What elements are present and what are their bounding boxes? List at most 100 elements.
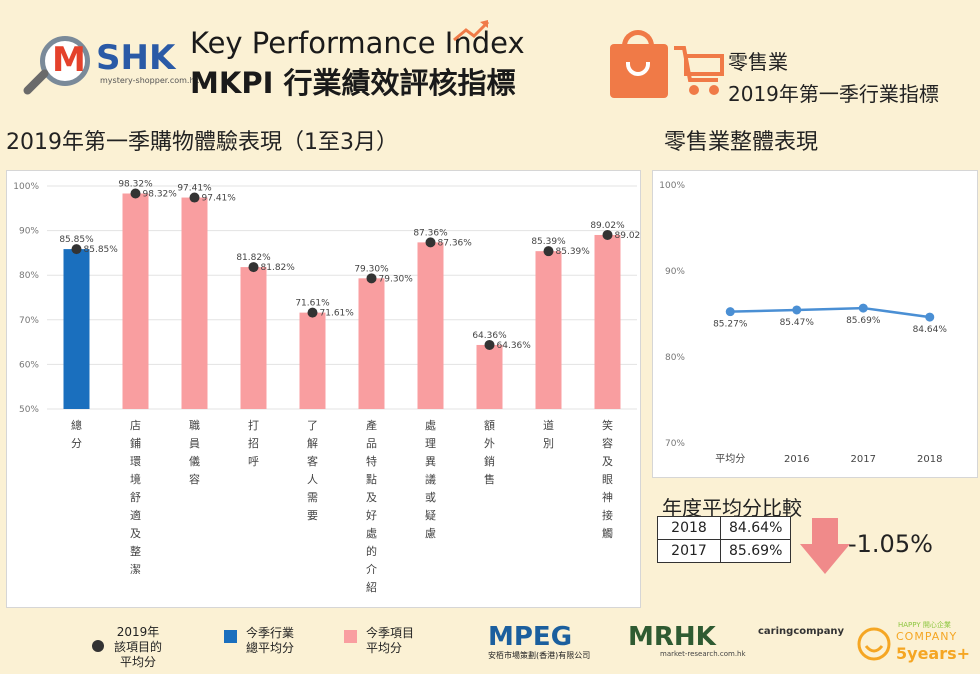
bar-value-label: 89.02% (590, 221, 625, 231)
comparison-table: 2018 84.64% 2017 85.69% (657, 516, 792, 563)
category-label-char: 要 (307, 509, 318, 522)
bar-value-label: 98.32% (118, 179, 153, 189)
category-label-char: 紹 (366, 581, 377, 594)
category-label-char: 儀 (189, 454, 200, 468)
category-label-char: 及 (602, 455, 613, 468)
change-value: -1.05% (848, 530, 933, 558)
trend-arrow-icon (453, 20, 490, 42)
dot-value-label: 87.36% (438, 238, 473, 248)
logo-brand: SHK (96, 38, 176, 78)
title-zh: MKPI 行業績效評核指標 (190, 66, 516, 100)
point-value-label: 85.69% (846, 316, 881, 326)
category-label-char: 售 (484, 472, 495, 486)
caring-company-logo: caringcompany (758, 626, 845, 637)
dot-value-label: 85.39% (556, 247, 591, 257)
bar (122, 193, 149, 409)
category-label-char: 店 (130, 418, 141, 432)
point-value-label: 84.64% (913, 325, 948, 335)
category-label-char: 境 (130, 472, 141, 486)
average-dot (543, 246, 554, 257)
bar-chart-panel: 50% 60% 70% 80% 90% 100% 85.85% 85.85% 總分 98.32% 9… (6, 170, 649, 608)
happy-years: 5years+ (896, 644, 971, 663)
down-arrow-head-icon (800, 544, 850, 574)
dot-value-label: 71.61% (320, 309, 355, 319)
x-tick-label: 2017 (851, 454, 876, 465)
average-dot (248, 262, 259, 273)
y-tick-label: 90% (19, 227, 39, 237)
category-label-char: 別 (543, 437, 554, 450)
line-chart: 70% 80% 90% 100% 85.27% 平均分 85.47% 2016 85.69% 20… (659, 181, 948, 465)
dot-value-label: 79.30% (379, 274, 414, 284)
year-cell: 2018 (657, 516, 721, 540)
happy-top: HAPPY 開心企業 (898, 621, 951, 629)
table-row: 2018 84.64% (657, 516, 792, 540)
year-cell: 2017 (657, 539, 721, 563)
value-cell: 84.64% (719, 516, 792, 540)
category-label-char: 點 (366, 473, 377, 486)
line-point (792, 305, 802, 315)
line-point (858, 303, 868, 313)
category-label-char: 異 (425, 455, 436, 468)
y-tick-label: 100% (659, 181, 685, 191)
category-label-char: 環 (130, 455, 141, 468)
series-line (730, 306, 930, 319)
category-label-char: 議 (425, 472, 436, 486)
legend-overall-swatch (224, 630, 237, 643)
dot-value-label: 89.02% (615, 231, 641, 241)
bar (358, 278, 385, 409)
x-tick-label: 2016 (784, 454, 809, 465)
category-label-char: 呼 (248, 455, 259, 468)
category-label-char: 好 (366, 508, 377, 522)
category-label-char: 理 (425, 437, 436, 450)
category-label-char: 額 (484, 419, 495, 432)
bar (594, 234, 621, 409)
category-label-char: 招 (248, 436, 259, 450)
bar-value-label: 87.36% (413, 228, 448, 238)
value-cell: 85.69% (719, 539, 792, 563)
bar (417, 242, 444, 409)
category-label-char: 鋪 (130, 436, 141, 450)
bar-value-label: 81.82% (236, 253, 271, 263)
bar (63, 249, 90, 409)
mpeg-logo: MPEG (488, 622, 573, 652)
category-label-char: 職 (189, 419, 200, 432)
mrhk-subtitle: market-research.com.hk (660, 650, 746, 658)
y-tick-label: 70% (19, 316, 39, 326)
average-dot (189, 192, 200, 203)
x-tick-label: 2018 (917, 454, 942, 465)
line-chart-panel: 70% 80% 90% 100% 85.27% 平均分 85.47% 2016 85.69% 20… (652, 170, 978, 478)
category-label-char: 疑 (425, 509, 436, 522)
average-dot (484, 339, 495, 350)
point-value-label: 85.47% (780, 318, 815, 328)
bar-chart: 50%60%70%80%90%100%85.85%85.85%總分98.32%9… (13, 179, 649, 594)
y-tick-label: 80% (19, 271, 39, 281)
category-label-char: 解 (307, 436, 318, 450)
legend-overall-label: 今季行業 總平均分 (246, 626, 295, 655)
y-tick-label: 70% (665, 439, 685, 449)
category-label-char: 特 (366, 454, 377, 468)
category-label-char: 及 (130, 527, 141, 540)
category-label-char: 了 (307, 419, 318, 432)
table-row: 2017 85.69% (657, 539, 792, 563)
y-tick-label: 80% (665, 353, 685, 363)
average-dot (71, 244, 82, 255)
dot-value-label: 81.82% (261, 263, 296, 273)
y-tick-label: 60% (19, 360, 39, 370)
x-tick-label: 平均分 (715, 453, 745, 465)
category-label-char: 人 (307, 473, 318, 486)
category-label-char: 道 (543, 418, 554, 432)
right-section-title: 零售業整體表現 (664, 130, 819, 155)
category-label-char: 外 (484, 437, 495, 450)
bar-value-label: 85.39% (531, 237, 566, 247)
category-label-char: 產 (366, 418, 377, 432)
category-label-char: 笑 (602, 418, 613, 432)
shopping-cart-icon (674, 46, 724, 95)
point-value-label: 85.27% (713, 320, 748, 330)
shopping-bag-handle-icon (622, 30, 654, 54)
dot-value-label: 64.36% (497, 341, 532, 351)
category-label-char: 總 (71, 418, 82, 432)
bar (299, 312, 326, 409)
bar-value-label: 85.85% (59, 235, 94, 245)
category-label-char: 需 (307, 491, 318, 504)
line-point (925, 312, 935, 322)
